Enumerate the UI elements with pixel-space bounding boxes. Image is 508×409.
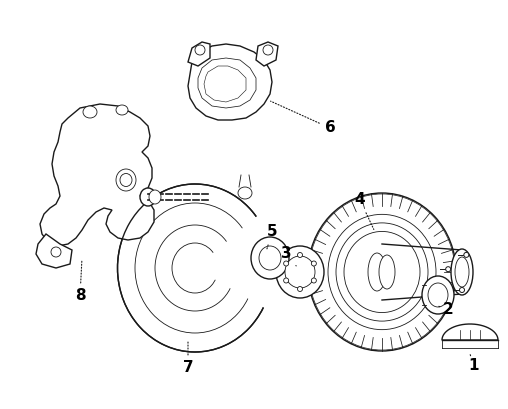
Wedge shape	[195, 210, 285, 313]
Polygon shape	[36, 234, 72, 268]
Ellipse shape	[251, 237, 289, 279]
Ellipse shape	[135, 203, 255, 333]
Ellipse shape	[83, 106, 97, 118]
Ellipse shape	[238, 187, 252, 199]
Ellipse shape	[155, 225, 235, 311]
Ellipse shape	[51, 247, 61, 257]
Ellipse shape	[379, 255, 395, 289]
Ellipse shape	[422, 276, 454, 314]
Polygon shape	[204, 66, 246, 102]
Text: 2: 2	[438, 303, 453, 317]
Text: 7: 7	[183, 341, 194, 375]
Ellipse shape	[446, 267, 451, 272]
Ellipse shape	[428, 283, 448, 307]
Ellipse shape	[283, 261, 289, 266]
Ellipse shape	[451, 249, 473, 295]
Ellipse shape	[276, 246, 324, 298]
Text: 4: 4	[355, 193, 374, 229]
Polygon shape	[188, 42, 210, 66]
Ellipse shape	[172, 243, 218, 293]
Ellipse shape	[283, 278, 289, 283]
Text: 8: 8	[75, 261, 85, 303]
Polygon shape	[256, 42, 278, 66]
Ellipse shape	[308, 193, 456, 351]
Ellipse shape	[298, 252, 302, 258]
Text: 1: 1	[469, 354, 479, 373]
Ellipse shape	[259, 246, 281, 270]
Ellipse shape	[368, 253, 386, 291]
Polygon shape	[442, 324, 498, 340]
Ellipse shape	[460, 288, 464, 292]
Ellipse shape	[464, 252, 469, 257]
Text: 3: 3	[281, 247, 296, 266]
Ellipse shape	[195, 45, 205, 55]
Ellipse shape	[455, 257, 469, 287]
Ellipse shape	[116, 169, 136, 191]
Ellipse shape	[298, 286, 302, 292]
Ellipse shape	[285, 256, 315, 288]
Ellipse shape	[311, 261, 316, 266]
Ellipse shape	[120, 173, 132, 187]
Polygon shape	[198, 58, 256, 108]
Ellipse shape	[140, 188, 156, 206]
Polygon shape	[40, 104, 154, 246]
Text: 6: 6	[271, 101, 335, 135]
Polygon shape	[188, 44, 272, 120]
Ellipse shape	[149, 190, 161, 204]
Ellipse shape	[117, 184, 272, 352]
Text: 5: 5	[267, 225, 277, 249]
Ellipse shape	[263, 45, 273, 55]
Ellipse shape	[311, 278, 316, 283]
Ellipse shape	[116, 105, 128, 115]
